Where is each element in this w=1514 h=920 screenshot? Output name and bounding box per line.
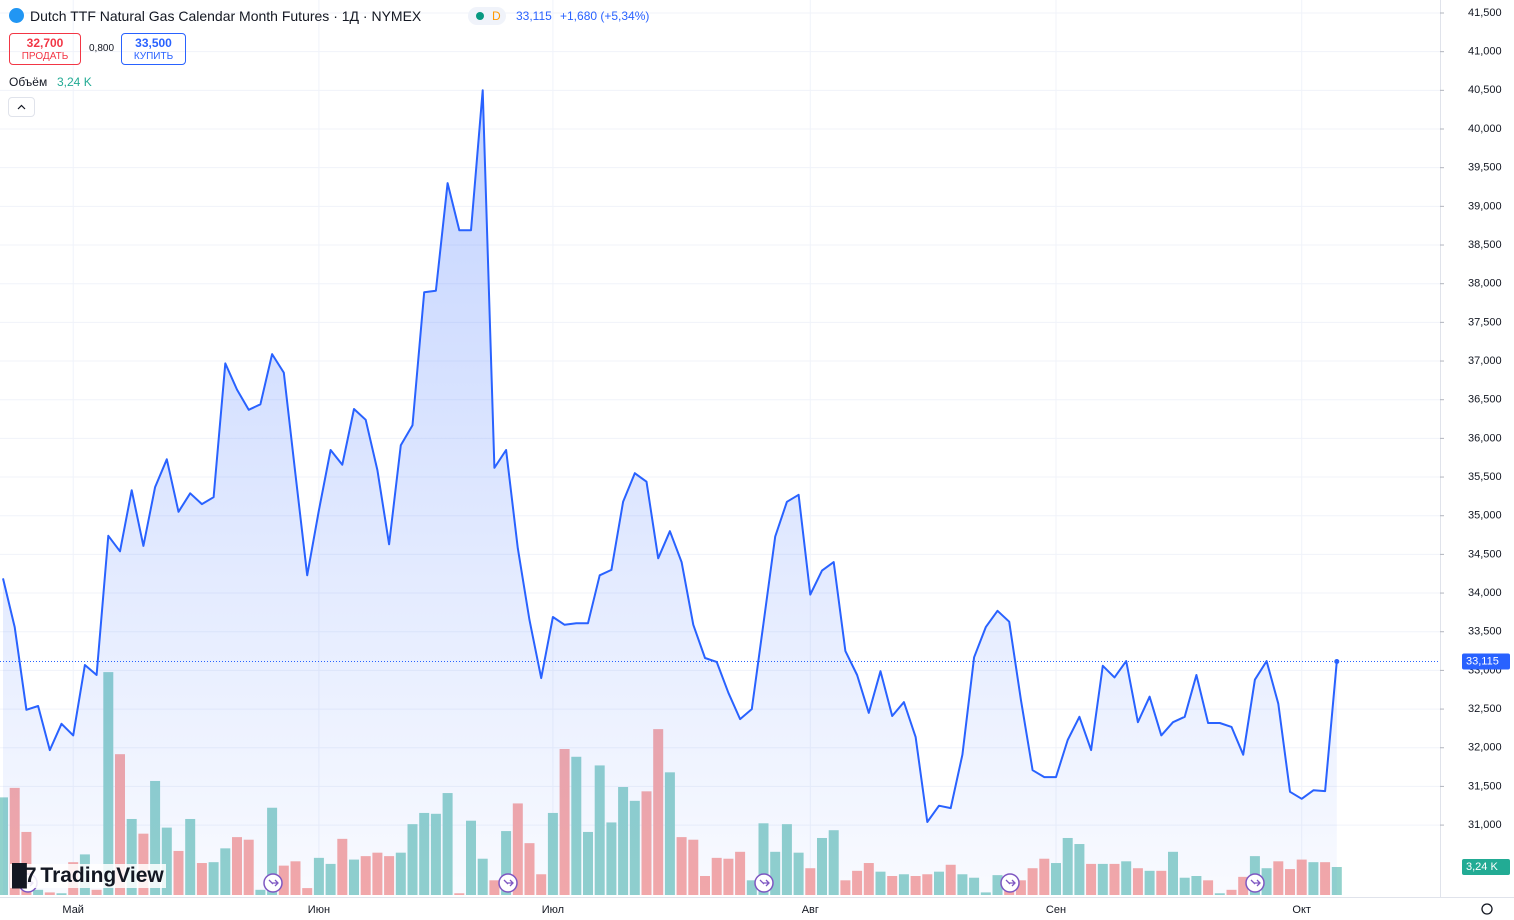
status-letter: D xyxy=(492,9,501,23)
price-line xyxy=(2,89,1338,823)
y-tick-label: 39,000 xyxy=(1468,200,1502,212)
y-tick-label: 41,500 xyxy=(1468,7,1502,19)
price-area xyxy=(3,90,1337,896)
last-point xyxy=(1334,659,1340,665)
y-tick-label: 39,500 xyxy=(1468,162,1502,174)
sell-price: 32,700 xyxy=(26,36,64,50)
status-dot xyxy=(476,12,484,20)
y-tick-label: 31,000 xyxy=(1468,819,1502,831)
sell-button[interactable]: 32,700 ПРОДАТЬ xyxy=(9,33,81,65)
volume-badge-label: 3,24 K xyxy=(1466,861,1498,873)
y-tick-label: 35,500 xyxy=(1468,471,1502,483)
buy-button[interactable]: 33,500 КУПИТЬ xyxy=(121,33,186,65)
y-tick-label: 33,500 xyxy=(1468,626,1502,638)
y-tick-label: 40,500 xyxy=(1468,84,1502,96)
last-price-badge xyxy=(1462,653,1510,670)
y-tick-label: 31,500 xyxy=(1468,780,1502,792)
y-tick-label: 41,000 xyxy=(1468,46,1502,58)
symbol-icon xyxy=(9,8,24,23)
last-price-label: 33,115 xyxy=(1466,655,1499,667)
y-tick-label: 37,000 xyxy=(1468,355,1502,367)
x-tick-label: Июн xyxy=(308,904,330,916)
x-tick-label: Сен xyxy=(1046,904,1066,916)
y-tick-label: 32,500 xyxy=(1468,703,1502,715)
symbol-title: Dutch TTF Natural Gas Calendar Month Fut… xyxy=(30,8,422,24)
brand-logo[interactable]: █7 TradingView xyxy=(10,864,166,888)
event-arrow xyxy=(759,879,770,887)
y-tick-label: 36,500 xyxy=(1468,394,1502,406)
y-tick-label: 32,000 xyxy=(1468,742,1502,754)
y-tick-label: 37,500 xyxy=(1468,316,1502,328)
event-arrow xyxy=(503,879,514,887)
y-tick-label: 34,500 xyxy=(1468,548,1502,560)
volume-legend-value: 3,24 K xyxy=(57,75,92,89)
y-tick-label: 38,500 xyxy=(1468,239,1502,251)
change: +1,680 (+5,34%) xyxy=(560,9,650,23)
status-pill: D xyxy=(468,7,506,25)
x-tick-label: Май xyxy=(62,904,84,916)
y-tick-label: 38,000 xyxy=(1468,278,1502,290)
brand-mark: █7 xyxy=(12,864,37,887)
event-arrow xyxy=(1250,879,1261,887)
buy-price: 33,500 xyxy=(135,36,172,50)
spread: 0,800 xyxy=(89,43,115,54)
settings-icon xyxy=(1481,903,1493,915)
last-price: 33,115 xyxy=(516,9,552,23)
event-arrow xyxy=(268,879,279,887)
y-tick-label: 40,000 xyxy=(1468,123,1502,135)
event-arrow xyxy=(1005,879,1016,887)
brand-name: TradingView xyxy=(40,864,164,887)
buy-label: КУПИТЬ xyxy=(133,51,174,62)
volume-legend-name: Объём xyxy=(9,75,48,89)
y-tick-label: 36,000 xyxy=(1468,432,1502,444)
volume-badge xyxy=(1462,859,1510,876)
collapse-button[interactable] xyxy=(8,97,35,117)
sell-label: ПРОДАТЬ xyxy=(21,51,69,62)
x-tick-label: Июл xyxy=(542,904,564,916)
x-tick-label: Окт xyxy=(1292,904,1311,916)
y-tick-label: 34,000 xyxy=(1468,587,1502,599)
x-tick-label: Авг xyxy=(802,904,819,916)
y-tick-label: 35,000 xyxy=(1468,510,1502,522)
